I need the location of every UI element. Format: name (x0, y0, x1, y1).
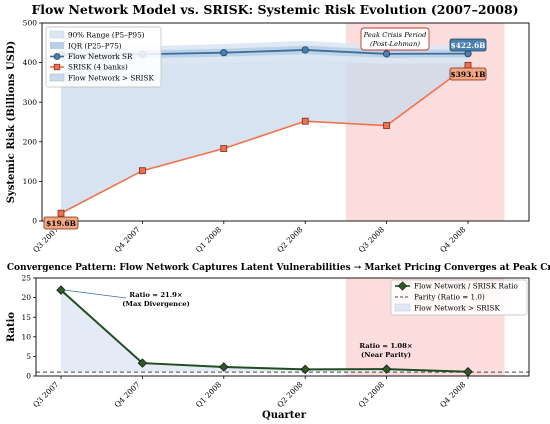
bottom-legend: Flow Network / SRISK Ratio Parity (Ratio… (390, 279, 528, 316)
top-x-tick-label-q1-2008: Q1 2008 (194, 225, 223, 254)
top-x-tick-label-q4-2008: Q4 2008 (438, 225, 467, 254)
bottom-x-tick-label-q3-2007: Q3 2007 (31, 380, 60, 409)
badge-flow-last-text: $422.6B (450, 41, 485, 50)
srisk-point-q4-2008 (464, 61, 472, 69)
badge-srisk-last-text: $393.1B (450, 70, 485, 79)
badge-flow-last: $422.6B (449, 38, 487, 52)
annotation-near-parity: Ratio = 1.08× (Near Parity) (359, 342, 412, 359)
peak-crisis-title: Peak Crisis Period (363, 31, 427, 39)
flow-network-point-q4-2008 (464, 50, 472, 58)
legend-label-srisk: SRISK (4 banks) (68, 63, 128, 72)
bottom-plot-frame (35, 277, 530, 377)
top-x-tick-label-q2-2008: Q2 2008 (275, 225, 304, 254)
peak-crisis-label: Peak Crisis Period (Post-Lehman) (360, 27, 430, 51)
ratio-point-q3-2007 (56, 285, 66, 295)
legend-swatch-gap (49, 73, 65, 82)
ratio-point-q4-2007 (137, 358, 148, 368)
srisk-point-q1-2008 (220, 145, 228, 152)
top-y-tick-label-400: 400 (23, 58, 38, 67)
bottom-y-tick-label-25: 25 (21, 274, 31, 283)
legend-swatch-90-range (49, 30, 65, 39)
annotation-max-divergence: Ratio = 21.9× (Max Divergence) (63, 289, 190, 308)
legend-label-parity: Parity (Ratio = 1.0) (414, 293, 485, 302)
badge-srisk-first: $19.6B (43, 216, 79, 230)
ratio-point-q1-2008 (219, 362, 229, 372)
bottom-chart-title: Convergence Pattern: Flow Network Captur… (7, 263, 550, 273)
legend-label-ratio: Flow Network / SRISK Ratio (414, 282, 518, 291)
top-y-tick-label-100: 100 (23, 177, 38, 186)
badge-srisk-last: $393.1B (449, 67, 487, 81)
bottom-y-tick-label-5: 5 (26, 352, 31, 361)
ratio-line (60, 289, 469, 373)
bottom-y-tick-label-0: 0 (26, 372, 31, 381)
legend-swatch-ratio-gap (394, 303, 411, 312)
bottom-x-tick-label-q4-2008: Q4 2008 (438, 380, 467, 409)
annotation-parity-line2: (Near Parity) (361, 351, 411, 359)
srisk-point-q4-2007 (138, 167, 146, 175)
top-y-axis-label: Systemic Risk (Billions USD) (6, 41, 17, 204)
peak-crisis-subtitle: (Post-Lehman) (370, 40, 420, 48)
legend-label-ratio-gap: Flow Network > SRISK (414, 304, 500, 313)
top-y-tick-label-300: 300 (23, 98, 38, 107)
bottom-x-tick-label-q1-2008: Q1 2008 (194, 380, 223, 409)
legend-swatch-iqr (50, 42, 64, 49)
ratio-point-q3-2008 (381, 364, 392, 374)
ratio-gap-area (61, 290, 468, 373)
srisk-point-q3-2008 (383, 122, 391, 129)
bottom-x-axis-label: Quarter (262, 410, 307, 421)
srisk-point-q2-2008 (301, 117, 309, 125)
flow-network-point-q1-2008 (220, 49, 228, 57)
legend-label-90-range: 90% Range (P5–P95) (68, 31, 145, 40)
bottom-y-tick-label-10: 10 (21, 332, 31, 341)
bottom-y-tick-label-20: 20 (21, 293, 31, 302)
srisk-point-q3-2007 (57, 209, 65, 217)
ratio-point-q2-2008 (300, 364, 310, 375)
legend-marker-flow (53, 53, 61, 60)
top-chart-title: Flow Network Model vs. SRISK: Systemic R… (31, 2, 518, 17)
ratio-point-q4-2008 (463, 367, 473, 377)
legend-marker-srisk (53, 63, 61, 71)
gap-area-flow-over-srisk (61, 49, 468, 214)
flow-network-point-q2-2008 (301, 46, 309, 54)
bottom-y-axis-label: Ratio (6, 312, 17, 342)
top-legend: 90% Range (P5–P95) IQR (P25–P75) Flow Ne… (45, 26, 162, 88)
legend-label-flow: Flow Network SR (68, 52, 133, 61)
top-y-tick-label-200: 200 (23, 137, 38, 146)
bottom-x-tick-label-q3-2008: Q3 2008 (357, 380, 386, 409)
bottom-y-tick-label-15: 15 (21, 313, 31, 322)
badge-srisk-first-text: $19.6B (46, 219, 76, 228)
annotation-parity-line1: Ratio = 1.08× (359, 342, 412, 350)
annotation-max-line2: (Max Divergence) (122, 300, 190, 308)
top-y-tick-label-500: 500 (23, 19, 38, 28)
srisk-line (60, 64, 469, 214)
bottom-x-tick-label-q2-2008: Q2 2008 (275, 380, 304, 409)
annotation-max-line1: Ratio = 21.9× (129, 291, 182, 299)
legend-marker-ratio (397, 281, 408, 291)
top-x-tick-label-q3-2008: Q3 2008 (357, 225, 386, 254)
top-plot-frame (41, 22, 530, 222)
legend-label-iqr: IQR (P25–P75) (68, 42, 122, 51)
flow-network-point-q3-2008 (382, 50, 391, 58)
top-y-tick-label-0: 0 (32, 217, 37, 226)
bottom-x-tick-label-q4-2007: Q4 2007 (113, 380, 142, 409)
top-x-tick-label-q4-2007: Q4 2007 (113, 225, 142, 254)
legend-label-gap: Flow Network > SRISK (68, 74, 154, 83)
